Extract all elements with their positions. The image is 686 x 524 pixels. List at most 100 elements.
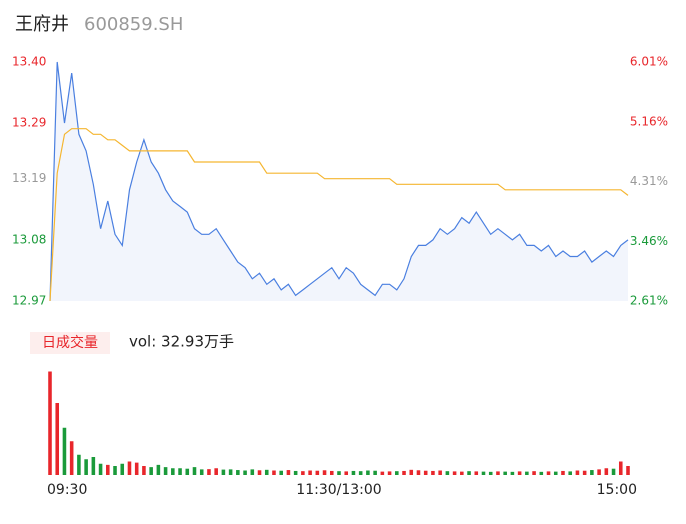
y-tick-label: 13.29 (12, 116, 46, 130)
volume-bar (445, 471, 450, 475)
volume-bar (149, 467, 153, 475)
volume-bar (626, 466, 630, 475)
volume-bar (474, 471, 479, 475)
volume-bar (142, 466, 146, 475)
volume-bar (568, 471, 572, 475)
y2-tick-label: 6.01% (630, 55, 668, 69)
price-area (50, 62, 628, 301)
volume-bar (590, 470, 594, 475)
volume-bar (597, 469, 601, 475)
volume-bar (409, 469, 414, 475)
volume-bar (517, 471, 522, 475)
volume-bar (250, 469, 255, 475)
volume-bar (214, 468, 218, 475)
volume-bar (98, 463, 103, 475)
volume-bar (192, 467, 197, 475)
y2-tick-label: 3.46% (630, 234, 668, 248)
volume-bar (604, 468, 609, 475)
volume-bar (582, 470, 587, 475)
volume-bar (178, 468, 182, 475)
volume-bar (575, 470, 580, 475)
volume-bar (163, 467, 168, 475)
volume-bar (488, 471, 493, 475)
average-line (49, 128, 629, 302)
volume-bar (416, 470, 421, 475)
volume-bar (532, 471, 536, 475)
volume-bar (438, 470, 442, 475)
volume-bar (539, 471, 544, 475)
volume-bar (127, 461, 132, 475)
volume-bar (55, 403, 60, 475)
volume-bar (395, 471, 399, 475)
volume-bar (199, 469, 204, 475)
volume-bar (171, 468, 175, 475)
volume-bar (293, 470, 298, 475)
x-tick-label: 09:30 (47, 482, 87, 498)
volume-bar (120, 463, 125, 475)
volume-bar (329, 470, 334, 475)
volume-bar (402, 470, 406, 475)
volume-bar (452, 471, 457, 475)
volume-bar (77, 454, 81, 475)
volume-bar (279, 470, 283, 475)
volume-bar (373, 470, 377, 475)
volume-bar (618, 461, 623, 475)
volume-bar (496, 471, 500, 475)
volume-bar (257, 470, 262, 475)
volume-bar (423, 470, 428, 475)
volume-bar (134, 462, 139, 475)
volume-bar (228, 469, 233, 475)
volume-title: 日成交量 (42, 334, 98, 351)
volume-bar (358, 471, 363, 475)
volume-bar (460, 471, 464, 475)
price-line (49, 61, 629, 302)
volume-bar (106, 464, 110, 475)
volume-bar (525, 471, 529, 475)
y2-tick-label: 2.61% (630, 294, 668, 308)
volume-bar (387, 471, 392, 475)
volume-bar (113, 466, 117, 475)
volume-bar (221, 469, 226, 475)
volume-bar (380, 471, 385, 475)
volume-bar (611, 468, 616, 475)
volume-bar (546, 471, 551, 475)
volume-badge (30, 332, 110, 354)
volume-bar (366, 470, 370, 475)
volume-bar (91, 457, 96, 475)
volume-bar (315, 470, 320, 475)
y2-tick-label: 5.16% (630, 114, 668, 128)
volume-bar (308, 470, 312, 475)
volume-bar (431, 470, 435, 475)
volume-bar (510, 471, 515, 475)
volume-bar (185, 468, 190, 475)
volume-bar (264, 469, 269, 475)
volume-bar (467, 471, 471, 475)
stock-code: 600859.SH (84, 14, 183, 35)
y-tick-label: 13.08 (12, 232, 46, 246)
x-tick-label: 11:30/13:00 (296, 482, 381, 498)
volume-bar (301, 471, 305, 475)
volume-bar (236, 470, 240, 475)
x-tick-label: 15:00 (597, 482, 637, 498)
y-tick-label: 12.97 (12, 294, 46, 308)
volume-bar (286, 470, 291, 475)
volume-bar (351, 470, 356, 475)
volume-bar (337, 471, 341, 475)
volume-bar (48, 371, 52, 475)
stock-name: 王府井 (15, 14, 69, 35)
volume-bar (84, 459, 88, 475)
y-tick-label: 13.19 (12, 171, 46, 185)
volume-bar (207, 469, 211, 475)
volume-bar (69, 441, 74, 475)
volume-bar (561, 470, 565, 475)
volume-bar (481, 471, 486, 475)
volume-bar (62, 427, 67, 475)
volume-total: vol: 32.93万手 (129, 333, 234, 351)
volume-bar (272, 470, 276, 475)
volume-bar (322, 470, 327, 475)
volume-bar (243, 470, 247, 475)
volume-bar (553, 471, 558, 475)
y-tick-label: 13.40 (12, 55, 46, 69)
volume-bar (344, 471, 349, 475)
